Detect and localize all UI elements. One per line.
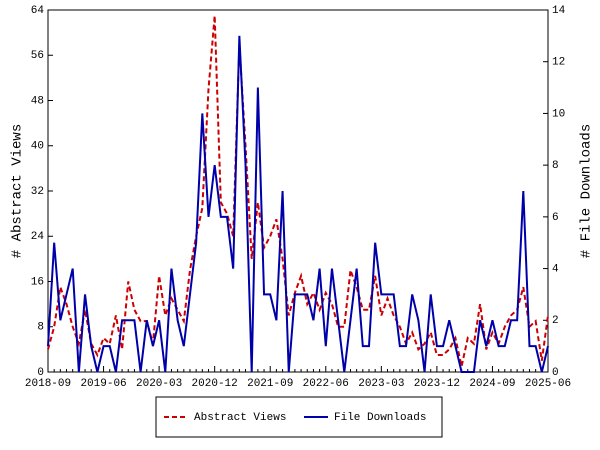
y2-tick-label: 8 [552, 160, 559, 172]
x-tick-label: 2020-03 [136, 378, 182, 390]
y-tick-label: 8 [37, 322, 44, 334]
legend-label: Abstract Views [194, 412, 286, 424]
y2-tick-label: 14 [552, 5, 566, 17]
series-line [47, 15, 549, 367]
x-tick-label: 2018-09 [25, 378, 71, 390]
y-tick-label: 24 [31, 231, 45, 243]
y-tick-label: 56 [31, 50, 44, 62]
y-tick-label: 64 [31, 5, 45, 17]
x-tick-label: 2019-06 [80, 378, 126, 390]
plot-frame [47, 9, 549, 373]
y2-tick-label: 10 [552, 108, 565, 120]
y2-tick-label: 2 [552, 315, 559, 327]
x-tick-label: 2023-03 [358, 378, 404, 390]
x-tick-label: 2020-12 [192, 378, 238, 390]
legend-label: File Downloads [334, 412, 426, 424]
legend-box [155, 396, 443, 438]
x-tick-label: 2025-06 [525, 378, 571, 390]
y-axis-title: # Abstract Views [10, 124, 26, 258]
y2-tick-label: 6 [552, 212, 559, 224]
y2-tick-label: 12 [552, 57, 565, 69]
x-tick-label: 2022-06 [303, 378, 349, 390]
x-tick-label: 2021-09 [247, 378, 293, 390]
x-tick-label: 2024-09 [469, 378, 515, 390]
y2-axis-title: # File Downloads [579, 124, 595, 258]
y2-tick-label: 4 [552, 263, 559, 275]
x-tick-label: 2023-12 [414, 378, 460, 390]
series-line [47, 35, 549, 373]
y-tick-label: 48 [31, 95, 44, 107]
y2-tick-label: 0 [552, 367, 559, 379]
y-tick-label: 16 [31, 276, 44, 288]
y-tick-label: 0 [37, 367, 44, 379]
y-tick-label: 40 [31, 141, 44, 153]
y-tick-label: 32 [31, 186, 44, 198]
